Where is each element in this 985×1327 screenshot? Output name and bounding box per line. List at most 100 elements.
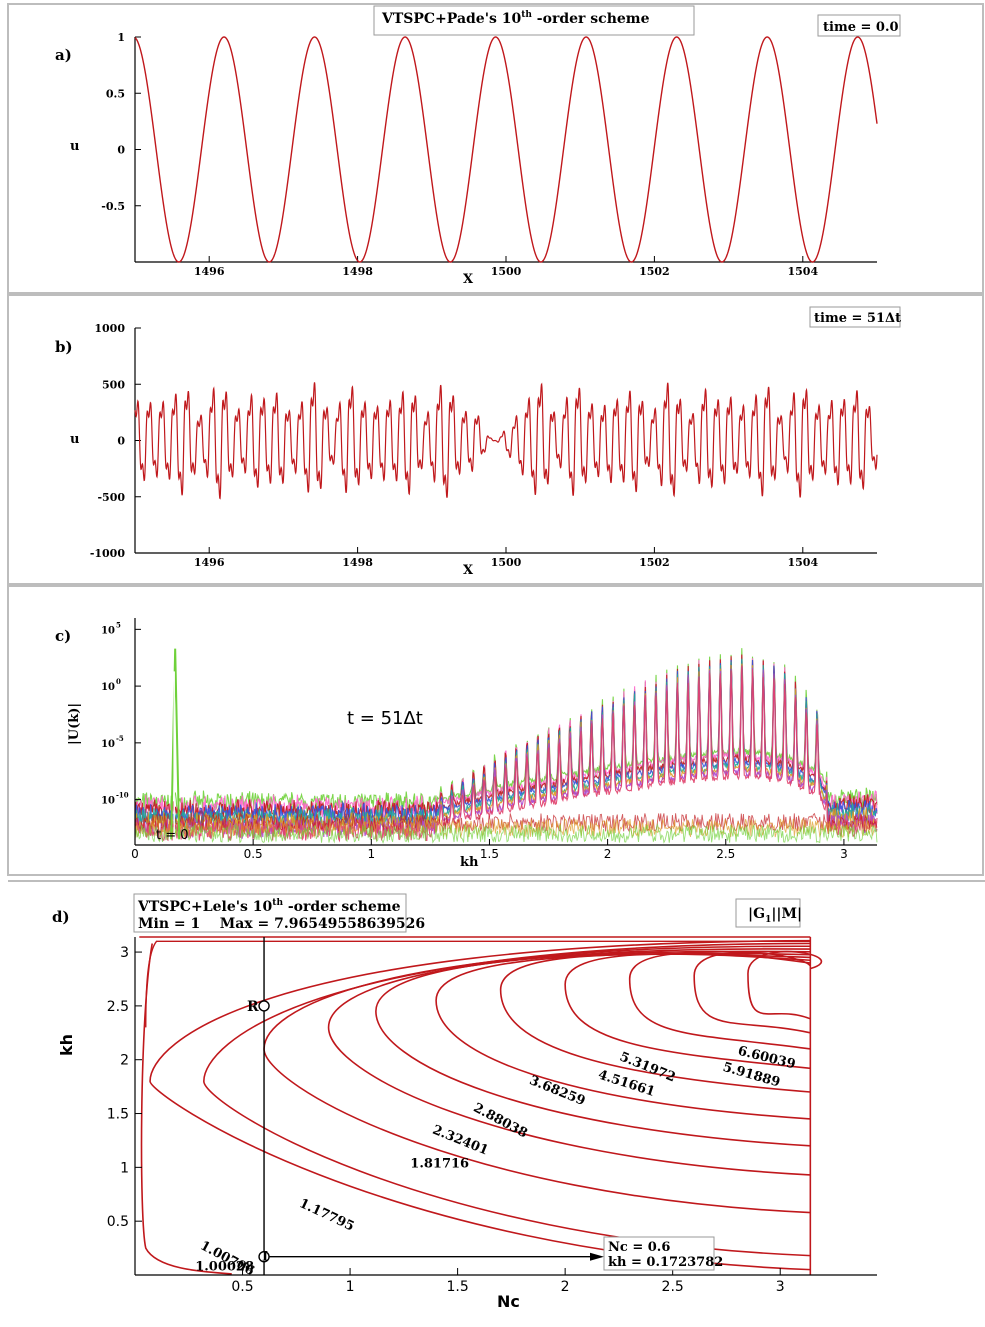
panel-d-ylabel: kh — [57, 1034, 76, 1056]
panel-d-quantity-box — [735, 898, 801, 928]
x-tick-label: 1502 — [639, 265, 670, 278]
y-tick-label: -0.5 — [101, 200, 125, 213]
panel-b-xlabel: X — [463, 563, 474, 578]
y-tick-label: -1000 — [90, 547, 126, 560]
contour-label: 1.00028 — [195, 1260, 254, 1275]
panel-b-axes: 1496 1498 1500 1502 1504 -1000 -500 0 500 1000 — [90, 322, 877, 569]
contour-line — [747, 950, 822, 1020]
x-tick-label: 1498 — [342, 556, 373, 569]
panel-d-min-max: Min = 1 Max = 7.96549558639526 — [138, 916, 425, 932]
panel-a-time-box — [817, 14, 901, 37]
panel-d-point-r-label: R — [247, 999, 259, 1015]
panel-d-quantity-label: |G1||M| — [748, 906, 802, 925]
panel-a: VTSPC+Pade's 10th -order scheme time = 0… — [55, 5, 901, 287]
x-tick-label: 2.5 — [716, 847, 735, 861]
spectrum-series — [134, 648, 878, 816]
panel-d-title: VTSPC+Lele's 10th -order scheme — [137, 898, 401, 915]
y-tick-label: 0.5 — [106, 87, 125, 100]
panel-c-label: c) — [55, 627, 71, 645]
y-tick-exponent: 5 — [116, 620, 121, 629]
panel-d-title-box — [133, 893, 407, 933]
panel-a-ylabel: u — [70, 139, 79, 154]
spectrum-series — [134, 665, 878, 843]
y-tick-exponent: -5 — [116, 734, 124, 743]
panel-d-axes: 0.5 1 1.5 2 2.5 3 0.5 1 1.5 2 2.5 3 — [107, 937, 877, 1295]
panel-d-xlabel: Nc — [497, 1292, 520, 1311]
x-tick-label: 0.5 — [244, 847, 263, 861]
x-tick-label: 2 — [561, 1279, 570, 1295]
panel-b-time-box — [809, 306, 901, 328]
contour-line — [145, 940, 811, 1028]
x-tick-label: 1.5 — [446, 1279, 468, 1295]
panel-b-ylabel: u — [70, 432, 79, 447]
panel-a-label: a) — [55, 46, 72, 64]
y-tick-exponent: 0 — [116, 677, 121, 686]
x-tick-label: 1500 — [491, 556, 522, 569]
y-tick-label: 2.5 — [107, 999, 129, 1015]
x-tick-label: 1504 — [787, 265, 818, 278]
x-tick-label: 3 — [840, 847, 848, 861]
y-tick-label: 0 — [117, 144, 125, 157]
y-tick-label: 10 — [101, 625, 115, 636]
panel-d-annotation-nc: Nc = 0.6 — [608, 1240, 670, 1255]
panel-d-point-i — [258, 1251, 270, 1263]
initial-spike — [170, 648, 181, 840]
panel-d-annotation-box — [603, 1236, 715, 1271]
x-tick-label: 1500 — [491, 265, 522, 278]
panel-c: c) |U(k)| kh 0 0.5 1 1.5 2 2.5 310510010-510-1… — [55, 618, 878, 870]
y-tick-label: 0 — [117, 435, 125, 448]
panel-d: d) VTSPC+Lele's 10th -order scheme Min =… — [52, 893, 877, 1311]
panel-c-spectra — [134, 648, 878, 844]
y-tick-label: 3 — [120, 945, 129, 961]
x-tick-label: 1498 — [342, 265, 373, 278]
x-tick-label: 1496 — [194, 556, 225, 569]
y-tick-label: 500 — [102, 378, 125, 391]
contour-label: 1.81716 — [410, 1156, 469, 1171]
contour-label: 3.68259 — [527, 1073, 587, 1109]
x-tick-label: 1 — [346, 1279, 355, 1295]
x-tick-label: 0.5 — [231, 1279, 253, 1295]
panel-a-time-label: time = 0.0 — [823, 20, 899, 35]
panel-a-axes: 1496 1498 1500 1502 1504 -0.5 0 0.5 1 — [101, 31, 877, 278]
panel-d-annotation-kh: kh = 0.1723782 — [608, 1255, 723, 1270]
x-tick-label: 1504 — [787, 556, 818, 569]
panel-d-point-r — [258, 1000, 270, 1012]
x-tick-label: 1502 — [639, 556, 670, 569]
panel-a-title: VTSPC+Pade's 10th -order scheme — [381, 10, 650, 27]
contour-label: 1.17795 — [297, 1196, 357, 1234]
y-tick-label: 1 — [117, 31, 125, 44]
y-tick-label: 1.5 — [107, 1107, 129, 1123]
contour-line — [564, 953, 811, 1070]
contour-line — [149, 939, 811, 1271]
x-tick-label: 2.5 — [662, 1279, 684, 1295]
panel-d-arrow-head — [590, 1252, 604, 1261]
x-tick-label: 2 — [604, 847, 612, 861]
contour-line — [693, 951, 811, 1034]
x-tick-label: 1496 — [194, 265, 225, 278]
panel-b-frame — [7, 294, 984, 585]
x-tick-label: 1 — [367, 847, 375, 861]
spectrum-series — [134, 655, 878, 819]
panel-b-label: b) — [55, 338, 73, 356]
y-tick-exponent: -10 — [116, 791, 129, 800]
x-tick-label: 0 — [131, 847, 139, 861]
y-tick-label: 1000 — [94, 322, 125, 335]
y-tick-label: 10 — [101, 796, 115, 807]
noise-floor-series — [134, 823, 878, 844]
panel-d-marks: R I Nc = 0.6 kh = 0.1723782 — [247, 937, 723, 1275]
y-tick-label: -500 — [97, 491, 125, 504]
x-tick-label: 3 — [776, 1279, 785, 1295]
panel-a-xlabel: X — [463, 272, 474, 287]
x-tick-label: 1.5 — [480, 847, 499, 861]
y-tick-label: 2 — [120, 1053, 129, 1069]
contour-line — [375, 950, 811, 1147]
panel-frames — [7, 3, 985, 882]
y-tick-label: 1 — [120, 1160, 129, 1176]
panel-c-t0-label: t = 0 — [156, 828, 189, 843]
y-tick-label: 10 — [101, 739, 115, 750]
panel-d-label: d) — [52, 908, 70, 926]
panel-a-title-box — [373, 5, 695, 36]
contour-label: 2.32401 — [430, 1123, 490, 1159]
